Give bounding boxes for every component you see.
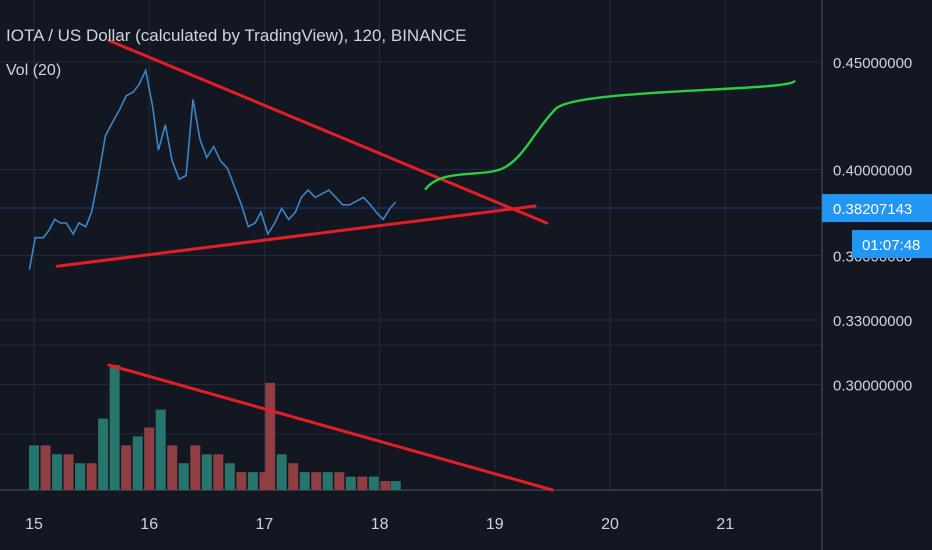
- price-tick-label: 0.40000000: [833, 163, 912, 180]
- volume-label: Vol (20): [6, 62, 62, 79]
- volume-bar: [52, 454, 63, 490]
- time-tick-label: 19: [486, 516, 504, 533]
- grid: [0, 0, 822, 490]
- volume-bar: [368, 476, 379, 490]
- volume-bar: [334, 472, 345, 490]
- volume-bar: [29, 445, 39, 490]
- volume-bar: [201, 454, 212, 490]
- volume-bar: [236, 472, 247, 490]
- volume-bar: [247, 472, 258, 490]
- time-tick-label: 16: [140, 516, 158, 533]
- time-tick-label: 17: [256, 516, 274, 533]
- volume-bar: [144, 427, 155, 490]
- trendline: [107, 363, 554, 492]
- volume-bar: [63, 454, 74, 490]
- countdown-label: 01:07:48: [862, 237, 920, 254]
- volume-bar: [299, 472, 310, 490]
- volume-bar: [357, 476, 368, 490]
- trendline: [107, 39, 549, 225]
- time-tick-label: 18: [371, 516, 389, 533]
- trendline: [55, 204, 537, 268]
- price-tick-label: 0.30000000: [833, 378, 912, 395]
- volume-bar: [311, 472, 322, 490]
- time-tick-label: 15: [25, 516, 43, 533]
- chart-title: IOTA / US Dollar (calculated by TradingV…: [6, 26, 467, 45]
- volume-bar: [276, 454, 287, 490]
- current-price-label: 0.38207143: [833, 201, 912, 218]
- volume-bar: [98, 418, 109, 490]
- volume-bar: [40, 445, 51, 490]
- volume-bar: [178, 463, 189, 490]
- time-tick-label: 21: [716, 516, 734, 533]
- volume-bars: [29, 365, 401, 490]
- volume-bar: [213, 454, 224, 490]
- volume-bar: [390, 481, 401, 490]
- volume-bar: [132, 436, 143, 490]
- volume-bar: [224, 463, 235, 490]
- current-price-tag: [822, 194, 932, 223]
- volume-bar: [380, 481, 391, 490]
- time-tick-label: 20: [601, 516, 619, 533]
- volume-bar: [322, 472, 333, 490]
- price-tick-label: 0.45000000: [833, 55, 912, 72]
- volume-bar: [86, 463, 97, 490]
- volume-bar: [259, 472, 270, 490]
- projection-curve: [424, 80, 796, 191]
- volume-bar: [265, 382, 276, 490]
- price-line: [28, 67, 397, 270]
- volume-bar: [288, 463, 299, 490]
- time-axis-labels: 15 16 17 18 19 20 21: [25, 516, 734, 533]
- volume-bar: [109, 365, 120, 490]
- volume-bar: [167, 445, 178, 490]
- volume-bar: [155, 409, 166, 490]
- volume-bar: [121, 445, 132, 490]
- volume-bar: [345, 476, 356, 490]
- volume-bar: [75, 463, 86, 490]
- price-tick-label: 0.33000000: [833, 313, 912, 330]
- countdown-tag: [852, 230, 932, 259]
- volume-bar: [190, 445, 201, 490]
